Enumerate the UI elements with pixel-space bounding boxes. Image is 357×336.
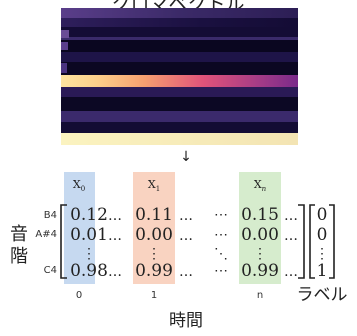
heatmap-band-dark4 <box>61 122 298 133</box>
ellipsis-0-1: … <box>108 228 122 244</box>
column-headers: X0 X1 Xn <box>73 178 267 193</box>
cell-n-1: 0.00 <box>241 225 279 245</box>
heatmap-band-dark3 <box>61 97 298 111</box>
cell-0-0: 0.12 <box>70 205 108 225</box>
ellipsis-0-3: … <box>108 264 122 280</box>
label-bracket-right <box>329 204 335 279</box>
heatmap-left-strip-3 <box>61 63 67 73</box>
matrix-bracket-left <box>60 204 67 279</box>
cell-1-1: 0.00 <box>135 225 173 245</box>
cell-1-3: 0.99 <box>135 261 173 281</box>
cell-n-0: 0.15 <box>241 205 279 225</box>
ellipsis-1-1: … <box>179 228 193 244</box>
ellipsis-n-1: … <box>284 228 298 244</box>
heatmap-band-after-bright <box>61 87 298 97</box>
heatmap-left-strip-1 <box>61 30 69 38</box>
cell-0-1: 0.01 <box>70 225 108 245</box>
ellipsis-0-0: … <box>108 208 122 224</box>
ellipsis-mid-1: ⋯ <box>214 227 228 243</box>
pitch-label-a-sharp-4: A#4 <box>35 229 57 240</box>
label-value-2: ⋮ <box>315 246 329 262</box>
heatmap-band-dark <box>61 40 298 52</box>
label-value-0: 0 <box>317 205 328 225</box>
label-bracket-left <box>309 204 315 279</box>
chroma-heatmap <box>61 8 298 145</box>
heatmap-band-dark2 <box>61 62 298 75</box>
column-box-2 <box>239 172 281 284</box>
heatmap-band-upper2 <box>61 27 298 37</box>
down-arrow-icon: ↓ <box>180 149 192 165</box>
ellipsis-diag: ⋱ <box>214 246 228 262</box>
heatmap-band-mid <box>61 37 298 40</box>
label-value-1: 0 <box>317 225 328 245</box>
pitch-label-b4: B4 <box>44 210 57 221</box>
pitch-axis-label-1: 音 <box>10 224 28 245</box>
column-header-2: Xn <box>254 178 267 193</box>
column-index-0: 0 <box>76 290 82 301</box>
column-index-n: n <box>257 290 263 301</box>
ellipsis-n-3: … <box>284 264 298 280</box>
heatmap-band-cream <box>61 133 298 145</box>
pitch-label-c4: C4 <box>44 265 57 276</box>
heatmap-left-strip-2 <box>61 42 68 50</box>
heatmap-band-upper <box>61 18 298 27</box>
cell-1-0: 0.11 <box>135 205 173 225</box>
column-header-0: X0 <box>73 178 85 193</box>
ellipsis-n-0: … <box>284 208 298 224</box>
heatmap-band-purple2 <box>61 52 298 62</box>
cell-n-3: 0.99 <box>241 261 279 281</box>
label-caption: ラベル <box>297 285 348 305</box>
cell-0-2: ⋮ <box>82 246 96 262</box>
ellipsis-mid-0: ⋯ <box>214 207 228 223</box>
cell-n-2: ⋮ <box>253 246 267 262</box>
column-box-0 <box>64 172 95 284</box>
cell-0-3: 0.98 <box>70 261 108 281</box>
ellipsis-1-0: … <box>179 208 193 224</box>
matrix-bracket-right <box>298 204 305 279</box>
column-box-1 <box>133 172 175 284</box>
heatmap-band-top <box>61 8 298 18</box>
ellipsis-mid-3: ⋯ <box>214 263 228 279</box>
heatmap-band-bright <box>61 75 298 87</box>
pitch-axis-label-2: 階 <box>10 246 28 267</box>
cell-1-2: ⋮ <box>147 246 161 262</box>
ellipsis-1-3: … <box>179 264 193 280</box>
heatmap-band-purple3 <box>61 111 298 122</box>
label-value-3: 1 <box>317 261 328 281</box>
time-axis-label: 時間 <box>169 311 203 331</box>
column-index-1: 1 <box>151 290 157 301</box>
column-header-1: X1 <box>148 178 160 193</box>
